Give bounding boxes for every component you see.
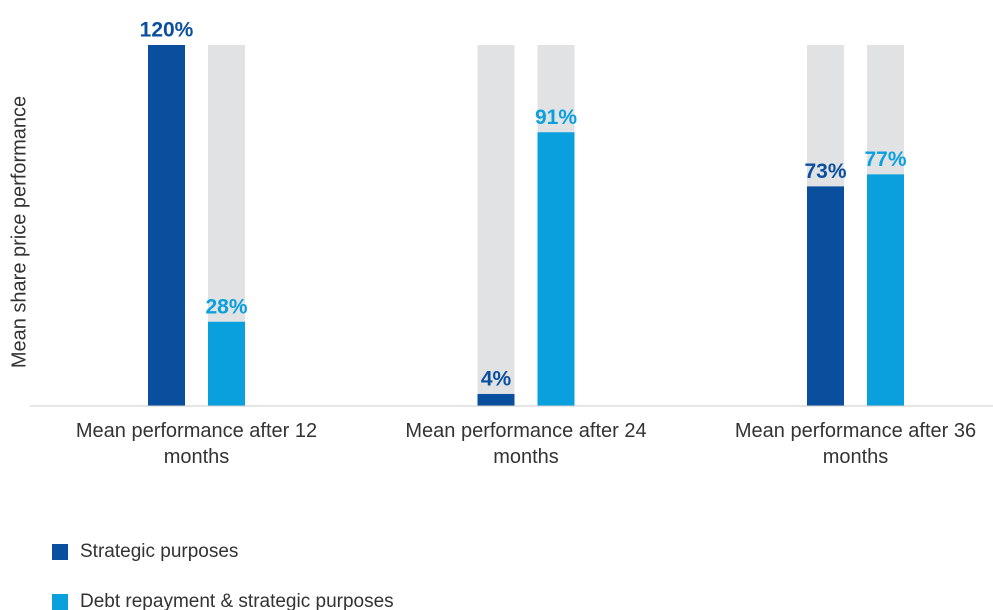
bar <box>208 321 245 406</box>
data-label: 120% <box>140 19 194 42</box>
legend-label: Strategic purposes <box>80 541 239 562</box>
data-label: 91% <box>535 106 577 129</box>
bar <box>477 393 515 406</box>
x-tick-label: Mean performance after 36 months <box>734 420 977 468</box>
bar <box>807 186 844 406</box>
data-label: 77% <box>864 148 906 171</box>
x-tick-label: Mean performance after 12 months <box>75 420 318 468</box>
data-label: 28% <box>205 295 247 318</box>
y-axis-label: Mean share price performance <box>8 96 30 368</box>
data-label: 4% <box>481 368 512 391</box>
bar-track <box>477 45 515 406</box>
legend-item: Strategic purposes <box>52 541 238 563</box>
bar <box>537 132 575 406</box>
legend-label: Debt repayment & strategic purposes <box>80 591 394 610</box>
data-label: 73% <box>804 160 846 183</box>
bar <box>148 45 185 406</box>
legend-swatch <box>52 594 68 610</box>
x-tick-label: Mean performance after 24 months <box>405 420 647 468</box>
legend-swatch <box>52 544 68 560</box>
bar <box>867 174 904 406</box>
legend-item: Debt repayment & strategic purposes <box>52 591 394 610</box>
